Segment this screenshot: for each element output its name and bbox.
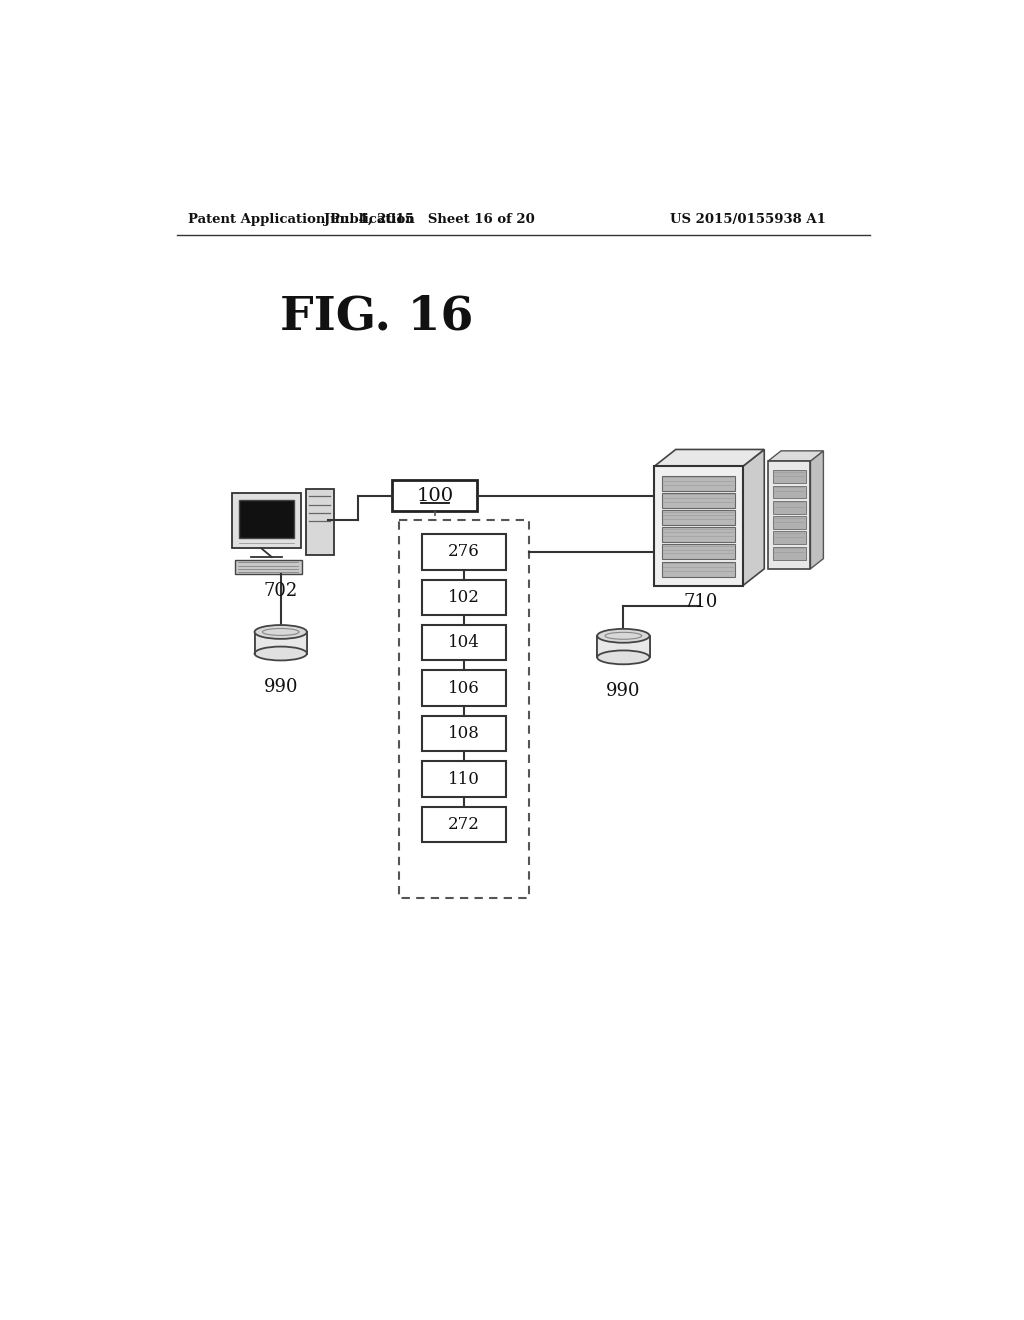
Text: 710: 710 (683, 594, 718, 611)
FancyBboxPatch shape (773, 516, 806, 529)
FancyBboxPatch shape (422, 535, 506, 570)
Text: 990: 990 (263, 678, 298, 696)
FancyBboxPatch shape (239, 500, 294, 537)
FancyBboxPatch shape (654, 466, 742, 586)
FancyBboxPatch shape (662, 510, 735, 525)
Polygon shape (654, 449, 764, 466)
Text: 990: 990 (606, 682, 641, 700)
FancyBboxPatch shape (255, 632, 307, 653)
FancyBboxPatch shape (773, 500, 806, 513)
Text: 272: 272 (449, 816, 480, 833)
FancyBboxPatch shape (234, 560, 302, 574)
Polygon shape (810, 451, 823, 569)
FancyBboxPatch shape (662, 492, 735, 508)
Text: Patent Application Publication: Patent Application Publication (188, 214, 415, 227)
Text: Jun. 4, 2015   Sheet 16 of 20: Jun. 4, 2015 Sheet 16 of 20 (324, 214, 535, 227)
Ellipse shape (255, 626, 307, 639)
FancyBboxPatch shape (392, 480, 477, 511)
FancyBboxPatch shape (773, 546, 806, 560)
Text: 104: 104 (449, 634, 480, 651)
FancyBboxPatch shape (232, 494, 301, 548)
Ellipse shape (255, 647, 307, 660)
Text: 102: 102 (449, 589, 480, 606)
Text: FIG. 16: FIG. 16 (281, 293, 474, 339)
FancyBboxPatch shape (422, 626, 506, 660)
Ellipse shape (597, 628, 649, 643)
FancyBboxPatch shape (773, 532, 806, 544)
FancyBboxPatch shape (305, 488, 334, 556)
FancyBboxPatch shape (773, 470, 806, 483)
Text: US 2015/0155938 A1: US 2015/0155938 A1 (670, 214, 825, 227)
Text: 276: 276 (449, 544, 480, 561)
FancyBboxPatch shape (422, 579, 506, 615)
FancyBboxPatch shape (422, 715, 506, 751)
Ellipse shape (597, 651, 649, 664)
FancyBboxPatch shape (422, 762, 506, 797)
Text: 702: 702 (263, 582, 298, 599)
Text: 100: 100 (416, 487, 454, 504)
Polygon shape (768, 451, 823, 461)
FancyBboxPatch shape (662, 561, 735, 577)
FancyBboxPatch shape (768, 461, 810, 569)
FancyBboxPatch shape (773, 486, 806, 499)
FancyBboxPatch shape (662, 475, 735, 491)
Polygon shape (742, 449, 764, 586)
FancyBboxPatch shape (422, 807, 506, 842)
FancyBboxPatch shape (662, 544, 735, 560)
Text: 106: 106 (449, 680, 480, 697)
FancyBboxPatch shape (597, 636, 649, 657)
FancyBboxPatch shape (422, 671, 506, 706)
Text: 110: 110 (449, 771, 480, 788)
Text: 108: 108 (449, 725, 480, 742)
FancyBboxPatch shape (662, 527, 735, 543)
